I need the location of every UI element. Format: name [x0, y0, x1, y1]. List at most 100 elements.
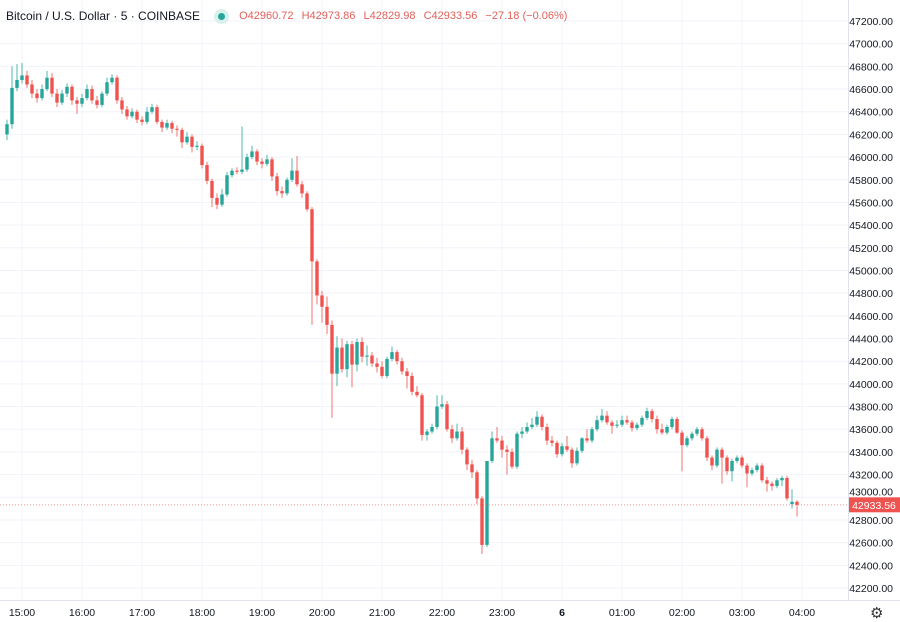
candle-body — [210, 180, 214, 198]
candle-body — [175, 128, 179, 130]
candle — [280, 186, 284, 198]
price-tick-label: 45200.00 — [849, 243, 893, 255]
candle — [420, 392, 424, 441]
candle-body — [340, 347, 344, 370]
candle-body — [425, 431, 429, 435]
candle-body — [770, 483, 774, 486]
candle-body — [595, 420, 599, 430]
price-tick-label: 43200.00 — [849, 470, 893, 482]
candle-body — [780, 478, 784, 481]
time-tick-label: 6 — [559, 607, 565, 619]
candle — [230, 168, 234, 178]
candle — [765, 476, 769, 492]
price-tick-label: 44600.00 — [849, 311, 893, 323]
candle-body — [95, 100, 99, 105]
candle — [460, 426, 464, 455]
candle-body — [305, 193, 309, 210]
change-value: −27.18 (−0.06%) — [485, 10, 568, 22]
candle — [775, 478, 779, 489]
candle-body — [760, 465, 764, 481]
candle-body — [530, 424, 534, 427]
candle-body — [560, 446, 564, 455]
candle-body — [395, 352, 399, 362]
candle — [725, 455, 729, 475]
time-tick-label: 19:00 — [249, 607, 275, 619]
candle-body — [455, 431, 459, 439]
price-tick-label: 45600.00 — [849, 197, 893, 209]
candle — [380, 361, 384, 379]
candle — [5, 119, 9, 141]
gear-icon[interactable]: ⚙ — [870, 605, 884, 622]
candle — [285, 177, 289, 196]
candle — [215, 193, 219, 210]
candle-body — [510, 451, 514, 467]
candle-body — [625, 420, 629, 423]
time-tick-label: 02:00 — [669, 607, 695, 619]
candle — [40, 84, 44, 101]
candle — [155, 104, 159, 125]
candle-body — [655, 419, 659, 430]
time-axis[interactable]: 15:00 16:00 17:00 18:00 19:00 20:00 21:00 22:00… — [9, 607, 815, 619]
candle-body — [350, 344, 354, 365]
time-tick-label: 20:00 — [309, 607, 335, 619]
candle-body — [520, 431, 524, 434]
candle — [635, 422, 639, 431]
symbol-title[interactable]: Bitcoin / U.S. Dollar · 5 · COINBASE — [6, 9, 201, 23]
candle-body — [270, 159, 274, 177]
candle — [275, 172, 279, 196]
candle-body — [795, 501, 799, 505]
candle — [245, 153, 249, 172]
candle-body — [380, 366, 384, 376]
candle-body — [525, 426, 529, 432]
candle — [190, 134, 194, 153]
candle-body — [60, 93, 64, 103]
candle-body — [590, 429, 594, 441]
candle-body — [465, 449, 469, 465]
candle-body — [685, 438, 689, 446]
candle — [105, 77, 109, 96]
candle — [375, 357, 379, 373]
time-tick-label: 23:00 — [489, 607, 515, 619]
candle — [210, 178, 214, 207]
candle-body — [715, 449, 719, 466]
candle — [175, 125, 179, 137]
candle-body — [300, 184, 304, 194]
candle-body — [450, 429, 454, 439]
candle-body — [55, 93, 59, 103]
candle-body — [185, 136, 189, 143]
low-value: 42829.98 — [369, 10, 416, 22]
candle — [400, 357, 404, 375]
candle — [110, 74, 114, 85]
time-tick-label: 22:00 — [429, 607, 455, 619]
candle — [20, 62, 24, 84]
candle-body — [290, 170, 294, 180]
time-tick-label: 16:00 — [69, 607, 95, 619]
price-tick-label: 43600.00 — [849, 424, 893, 436]
candle-body — [365, 355, 369, 357]
candle — [360, 337, 364, 363]
candle-body — [110, 77, 114, 83]
candle-body — [225, 175, 229, 195]
candle — [350, 340, 354, 388]
candle — [530, 417, 534, 430]
candle-body — [150, 107, 154, 112]
candle-body — [255, 151, 259, 162]
candle — [270, 157, 274, 181]
candle — [305, 191, 309, 212]
candle — [410, 372, 414, 396]
candle — [60, 90, 64, 105]
candle — [720, 447, 724, 484]
candle — [630, 420, 634, 432]
candle — [385, 356, 389, 379]
last-price-label: 42933.56 — [849, 497, 900, 513]
candle — [445, 400, 449, 432]
svg-text:42933.56: 42933.56 — [852, 500, 896, 512]
candle-body — [75, 100, 79, 104]
candle-body — [80, 98, 84, 104]
price-axis[interactable]: 47200.00 47000.00 46800.00 46600.00 46400.00… — [849, 16, 893, 595]
candle — [710, 455, 714, 471]
candle — [785, 475, 789, 501]
candle-body — [240, 169, 244, 172]
price-tick-label: 42800.00 — [849, 515, 893, 527]
